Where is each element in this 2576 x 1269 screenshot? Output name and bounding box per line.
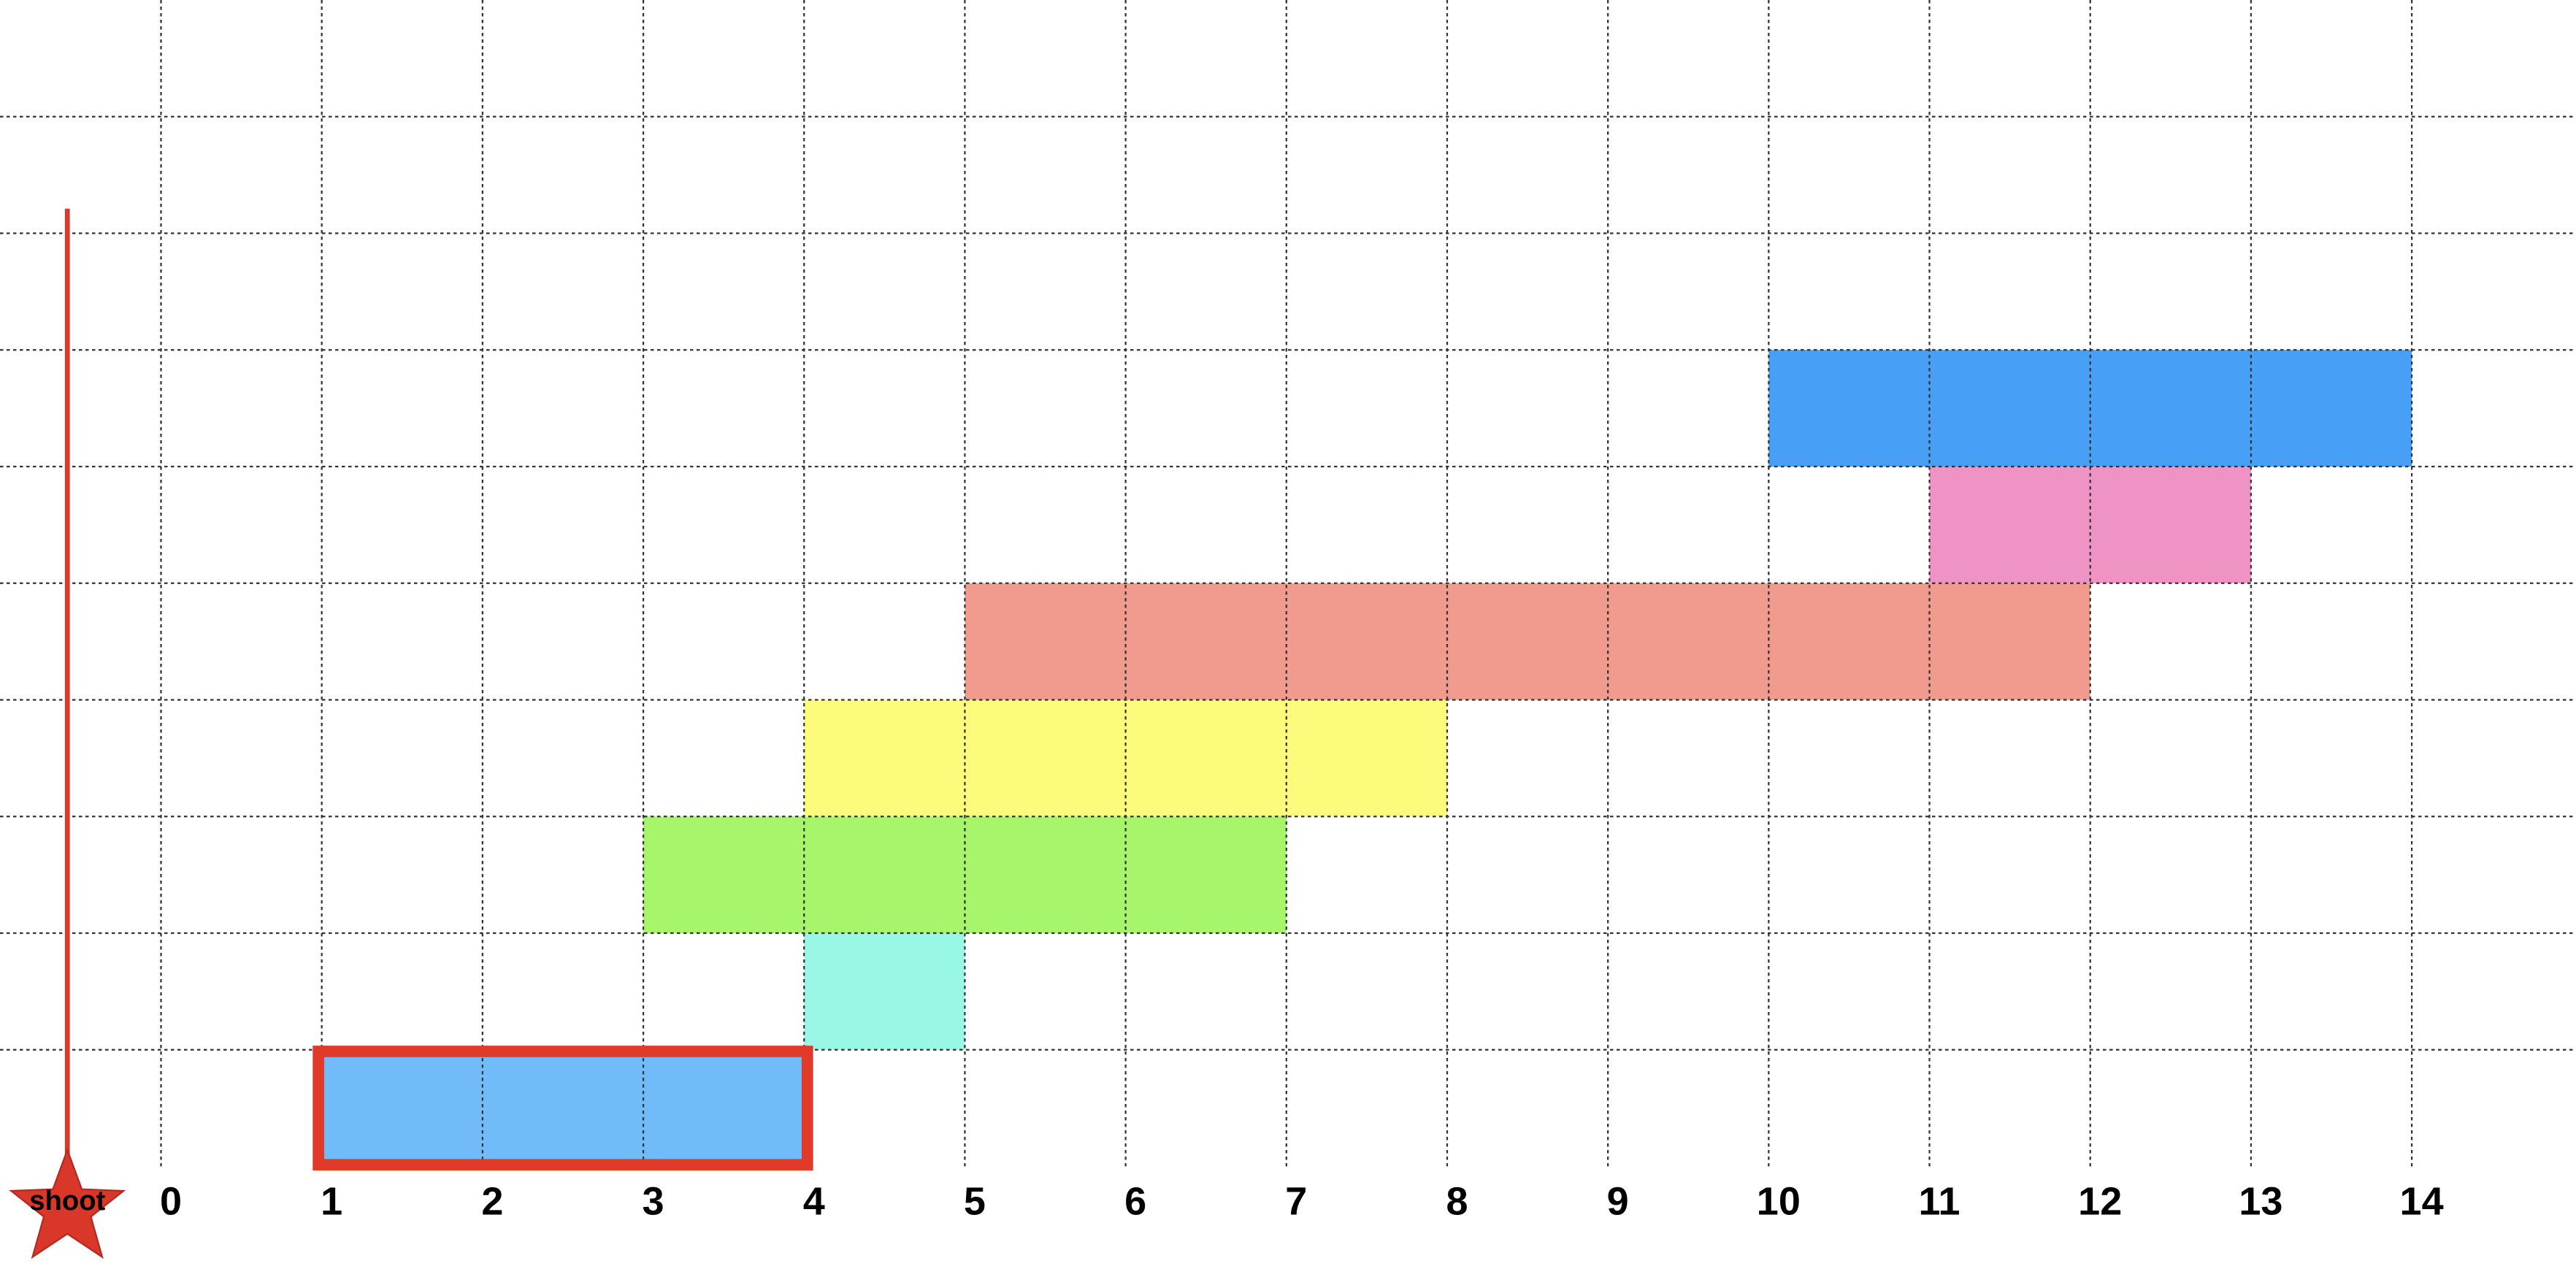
tick-label: 6 [1124,1180,1146,1224]
balloon [1929,467,2251,583]
tick-label: 4 [803,1180,825,1224]
shooter-label: shoot [29,1185,105,1216]
tick-label: 13 [2239,1180,2282,1224]
tick-label: 5 [964,1180,986,1224]
tick-label: 7 [1285,1180,1307,1224]
tick-label: 12 [2078,1180,2122,1224]
tick-label: 11 [1918,1180,1960,1224]
balloon [804,933,965,1050]
tick-label: 1 [321,1180,342,1224]
tick-label: 14 [2400,1180,2444,1224]
balloon [965,583,2090,700]
tick-label: 10 [1757,1180,1801,1224]
tick-label: 3 [643,1180,664,1224]
highlight-border [313,1046,813,1171]
balloon [321,1049,805,1167]
tick-label: 0 [160,1180,182,1224]
shooter-star [9,1147,126,1260]
tick-label: 2 [481,1180,503,1224]
tick-label: 8 [1446,1180,1468,1224]
tick-label: 9 [1607,1180,1629,1224]
